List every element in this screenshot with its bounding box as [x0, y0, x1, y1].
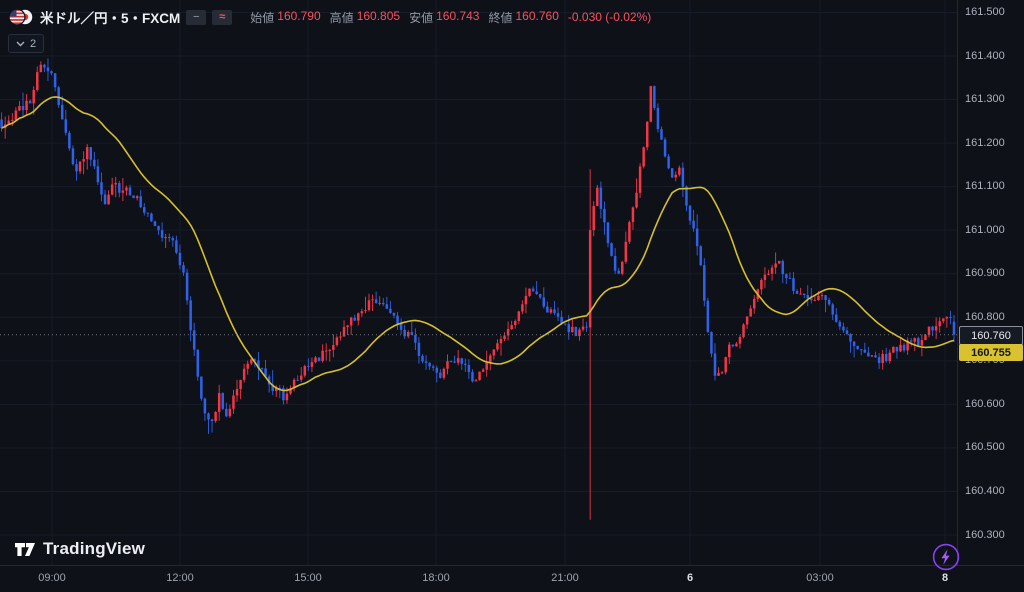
change-value: -0.030 (-0.02%): [567, 10, 652, 24]
quick-action-lightning-button[interactable]: [931, 542, 961, 572]
time-axis[interactable]: 09:00 12:00 15:00 18:00 21:00 6 03:00 8: [0, 565, 1024, 592]
time-axis-label: 8: [941, 572, 949, 584]
time-axis-label: 12:00: [166, 572, 194, 584]
ma-price-label: 160.755: [959, 344, 1023, 362]
time-axis-label: 6: [686, 572, 694, 584]
usdjpy-flags-icon: [8, 8, 34, 26]
candlestick-chart[interactable]: [0, 0, 957, 565]
price-axis-label: 160.500: [965, 441, 1005, 454]
high-value: 高値 160.805: [329, 8, 401, 25]
low-value: 安値 160.743: [409, 8, 480, 25]
minus-icon: −: [193, 10, 200, 23]
wave-icon: ≈: [219, 10, 226, 23]
time-axis-label: 18:00: [422, 572, 450, 584]
price-axis-label: 161.500: [965, 5, 1005, 18]
indicator-group-toggle[interactable]: 2: [8, 34, 45, 53]
time-axis-label: 21:00: [551, 572, 579, 584]
tradingview-logo-text: TradingView: [43, 539, 146, 558]
tradingview-logo-icon: [15, 543, 35, 556]
time-axis-label: 09:00: [38, 572, 66, 584]
time-axis-label: 03:00: [806, 572, 834, 584]
price-axis-label: 160.400: [965, 484, 1005, 497]
price-axis-label: 160.300: [965, 528, 1005, 541]
indicator-count: 2: [30, 37, 37, 50]
price-axis-label: 161.100: [965, 180, 1005, 193]
price-axis-label: 161.200: [965, 136, 1005, 149]
open-value: 始値 160.790: [250, 8, 321, 25]
lightning-icon: [932, 543, 960, 571]
legend-wave-toggle-button[interactable]: ≈: [212, 9, 233, 25]
tradingview-logo[interactable]: TradingView: [14, 538, 145, 560]
price-axis-label: 161.400: [965, 49, 1005, 62]
chart-legend: 米ドル／円・5・FXCM − ≈ 始値 160.790 高値 160.805 安…: [8, 7, 651, 53]
time-axis-label: 15:00: [294, 572, 322, 584]
ohlc-values: 始値 160.790 高値 160.805 安値 160.743 終値 160.…: [250, 9, 651, 26]
price-axis-label: 160.900: [965, 267, 1005, 280]
legend-line-toggle-button[interactable]: −: [186, 9, 207, 25]
price-axis-label: 161.000: [965, 223, 1005, 236]
price-axis-label: 160.600: [965, 397, 1005, 410]
price-axis[interactable]: 160.760 160.755 161.500 161.400 161.300 161…: [957, 0, 1024, 565]
symbol-row: 米ドル／円・5・FXCM − ≈ 始値 160.790 高値 160.805 安…: [8, 7, 651, 27]
chevron-down-icon: [16, 41, 25, 46]
price-axis-label: 160.800: [965, 310, 1005, 323]
current-price-label: 160.760: [959, 326, 1023, 346]
symbol-title[interactable]: 米ドル／円・5・FXCM: [40, 11, 181, 26]
price-axis-label: 161.300: [965, 93, 1005, 106]
close-value: 終値 160.760: [488, 8, 559, 25]
